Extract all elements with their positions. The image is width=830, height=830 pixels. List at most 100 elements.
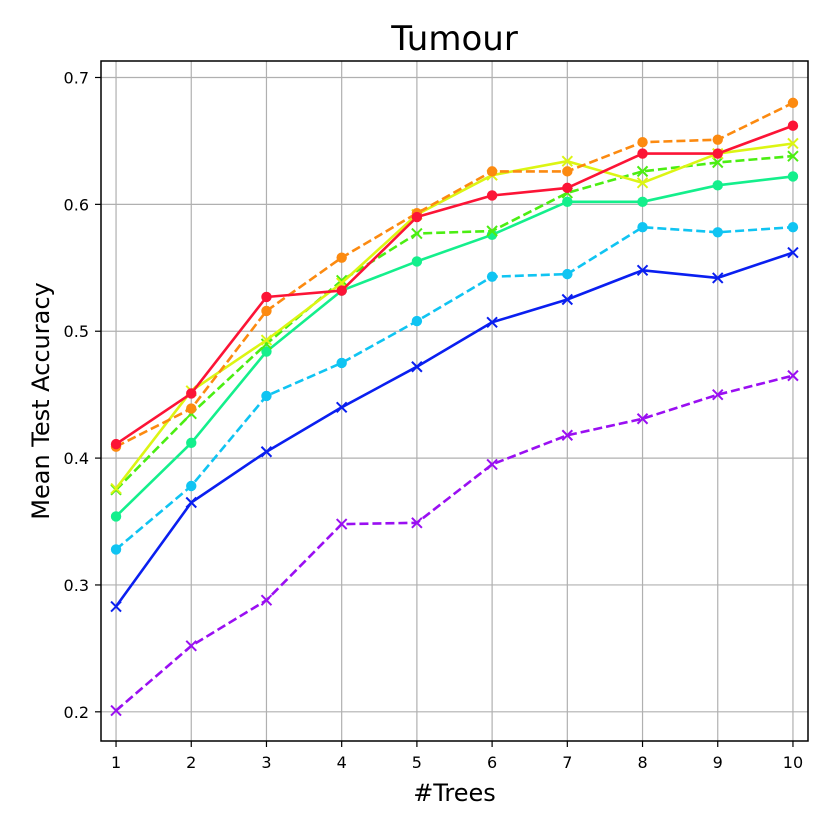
- data-point: [562, 182, 573, 194]
- x-tick-label: 3: [261, 753, 271, 772]
- x-tick-label: 9: [713, 753, 723, 772]
- data-point: [712, 148, 723, 159]
- data-point: [411, 211, 423, 223]
- data-point: [486, 190, 498, 201]
- series-s1: [110, 369, 799, 717]
- series-line: [115, 101, 794, 448]
- data-point: [637, 136, 648, 148]
- series-s2: [110, 246, 799, 613]
- data-point: [787, 221, 799, 233]
- data-point: [336, 252, 347, 263]
- data-point: [637, 148, 648, 159]
- x-tick-label: 1: [111, 753, 121, 772]
- data-point: [110, 511, 122, 522]
- data-point: [260, 338, 273, 350]
- data-point: [787, 246, 799, 259]
- x-axis-label: #Trees: [413, 779, 496, 807]
- series-layer: [110, 97, 799, 717]
- data-point: [411, 256, 423, 267]
- data-point: [562, 166, 573, 177]
- x-tick-label: 2: [186, 753, 196, 772]
- y-tick-label: 0.2: [64, 703, 89, 722]
- data-point: [712, 388, 724, 401]
- data-point: [486, 225, 498, 237]
- y-tick-label: 0.5: [64, 322, 89, 341]
- data-point: [186, 480, 197, 492]
- data-point: [712, 272, 724, 284]
- data-point: [636, 165, 649, 178]
- data-point: [562, 196, 573, 208]
- data-point: [335, 401, 348, 414]
- series-s4: [110, 171, 799, 522]
- data-point: [261, 390, 272, 402]
- data-point: [411, 227, 423, 240]
- data-point: [562, 268, 573, 280]
- chart-title: Tumour: [390, 19, 518, 59]
- series-line: [114, 251, 794, 608]
- x-tick-label: 8: [637, 753, 647, 772]
- data-point: [335, 518, 348, 530]
- data-point: [486, 316, 498, 329]
- series-line: [115, 124, 794, 446]
- series-line: [115, 175, 794, 518]
- data-point: [261, 305, 272, 317]
- y-tick-label: 0.6: [64, 195, 89, 214]
- x-tick-label: 5: [412, 753, 422, 772]
- data-point: [411, 517, 423, 529]
- data-point: [260, 594, 273, 606]
- data-point: [110, 704, 122, 717]
- data-point: [712, 156, 724, 169]
- data-point: [637, 196, 648, 208]
- y-tick-label: 0.3: [64, 576, 89, 595]
- data-point: [186, 437, 197, 449]
- data-point: [110, 482, 122, 495]
- series-s3: [110, 221, 799, 555]
- data-point: [561, 429, 574, 441]
- data-point: [712, 134, 723, 145]
- data-point: [185, 496, 197, 509]
- series-line: [115, 154, 794, 491]
- data-point: [561, 155, 574, 167]
- data-point: [335, 274, 348, 287]
- data-point: [185, 640, 197, 652]
- data-point: [636, 264, 649, 277]
- y-axis-label: Mean Test Accuracy: [27, 282, 55, 519]
- data-point: [712, 227, 723, 238]
- series-s5: [110, 150, 799, 496]
- data-point: [787, 171, 799, 182]
- axes-frame: [100, 60, 809, 742]
- data-point: [486, 271, 498, 282]
- data-point: [411, 315, 423, 327]
- data-point: [336, 285, 347, 296]
- data-point: [787, 137, 799, 150]
- x-tick-label: 7: [562, 753, 572, 772]
- x-tick-label: 10: [783, 753, 803, 772]
- data-point: [787, 150, 799, 162]
- ticks-layer: 1 2 3 4 5 6 7 8 9 10 0.2 0.3 0.4 0.5 0.6 0.7: [64, 68, 804, 772]
- y-tick-label: 0.7: [64, 68, 89, 87]
- series-line: [115, 374, 794, 712]
- data-point: [186, 388, 197, 399]
- data-point: [260, 334, 273, 346]
- series-s8: [110, 120, 799, 450]
- series-line: [115, 225, 794, 551]
- data-point: [787, 97, 799, 109]
- data-point: [186, 403, 197, 414]
- data-point: [636, 177, 649, 189]
- data-point: [411, 361, 423, 373]
- data-point: [637, 221, 648, 233]
- data-point: [712, 180, 723, 191]
- data-point: [486, 166, 498, 177]
- data-point: [486, 458, 498, 471]
- series-line: [114, 142, 794, 490]
- data-point: [261, 346, 272, 357]
- data-point: [636, 413, 649, 425]
- data-point: [110, 544, 122, 555]
- data-point: [787, 120, 799, 131]
- data-point: [110, 600, 122, 613]
- data-point: [336, 357, 347, 369]
- y-tick-label: 0.4: [64, 449, 89, 468]
- x-tick-label: 4: [337, 753, 347, 772]
